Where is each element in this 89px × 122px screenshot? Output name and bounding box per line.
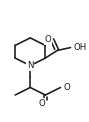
Text: OH: OH bbox=[74, 43, 87, 52]
Text: N: N bbox=[27, 61, 33, 70]
Text: O: O bbox=[45, 36, 52, 45]
Text: O: O bbox=[64, 83, 71, 92]
Text: O: O bbox=[38, 98, 45, 107]
